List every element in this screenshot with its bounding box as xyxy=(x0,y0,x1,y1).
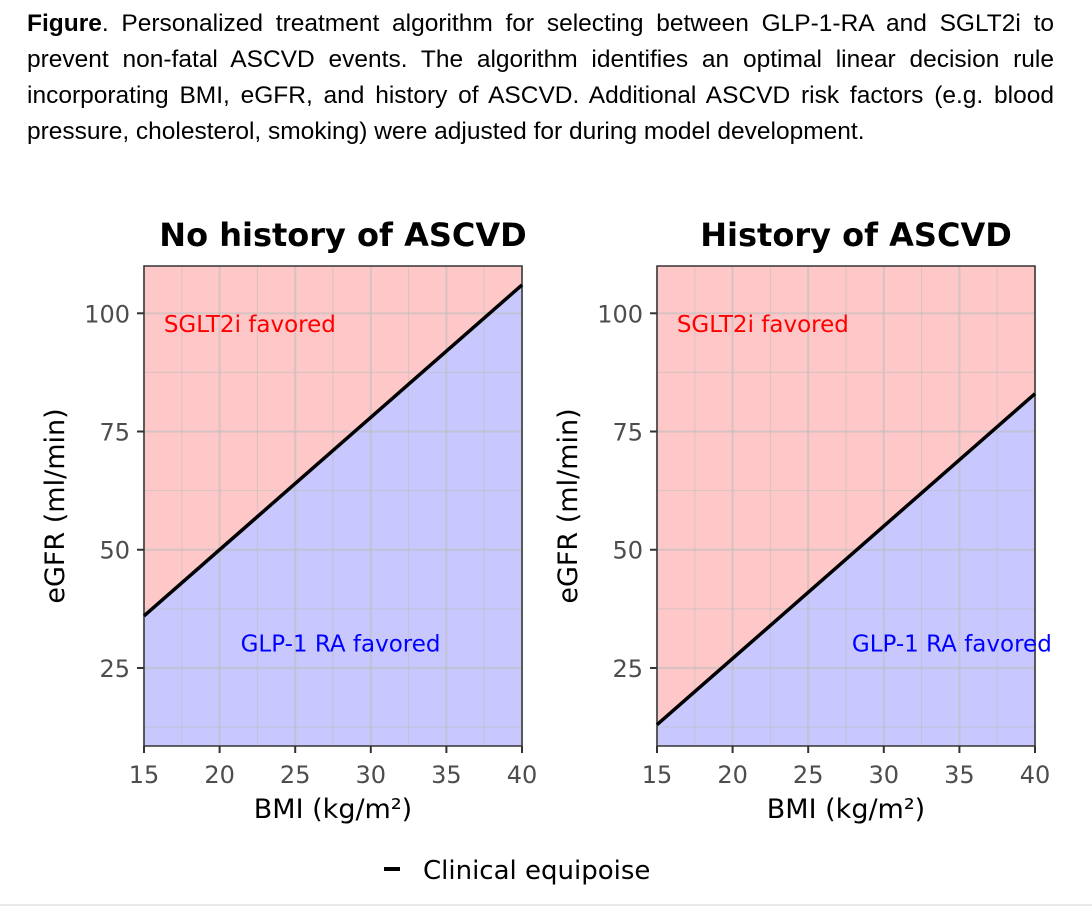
figure-caption: Figure. Personalized treatment algorithm… xyxy=(27,6,1054,150)
clinical-equipoise-line xyxy=(142,283,524,618)
y-tick-label: 50 xyxy=(612,537,643,565)
glp1-favored-label: GLP-1 RA favored xyxy=(241,631,441,657)
caption-text: . Personalized treatment algorithm for s… xyxy=(27,10,1054,145)
panel-title: History of ASCVD xyxy=(700,216,1012,254)
sglt2i-favored-label: SGLT2i favored xyxy=(164,312,336,338)
x-tick-label: 25 xyxy=(280,761,311,789)
glp1-favored-label: GLP-1 RA favored xyxy=(852,631,1052,657)
panel-title: No history of ASCVD xyxy=(159,216,526,254)
y-tick-label: 50 xyxy=(99,537,130,565)
x-axis-title: BMI (kg/m²) xyxy=(767,794,925,825)
x-tick-label: 15 xyxy=(129,761,160,789)
x-tick-label: 20 xyxy=(204,761,235,789)
x-tick-label: 35 xyxy=(431,761,462,789)
x-tick-label: 35 xyxy=(944,761,975,789)
x-tick-label: 25 xyxy=(793,761,824,789)
y-axis-title: eGFR (ml/min) xyxy=(40,408,71,603)
x-tick-label: 30 xyxy=(869,761,900,789)
x-tick-label: 40 xyxy=(1020,761,1051,789)
sglt2i-favored-label: SGLT2i favored xyxy=(677,312,849,338)
y-axis-title: eGFR (ml/min) xyxy=(553,408,584,603)
panel-border xyxy=(143,265,523,747)
panel-border xyxy=(656,265,1036,747)
clinical-equipoise-line xyxy=(655,392,1037,727)
x-axis-title: BMI (kg/m²) xyxy=(254,794,412,825)
y-tick-label: 75 xyxy=(99,419,130,447)
x-tick-label: 15 xyxy=(642,761,673,789)
y-tick-label: 100 xyxy=(597,300,643,328)
y-tick-label: 25 xyxy=(99,655,130,683)
x-tick-label: 40 xyxy=(507,761,538,789)
caption-bold-prefix: Figure xyxy=(27,10,102,37)
y-tick-label: 100 xyxy=(84,300,130,328)
x-tick-label: 30 xyxy=(356,761,387,789)
x-tick-label: 20 xyxy=(717,761,748,789)
y-tick-label: 75 xyxy=(612,419,643,447)
legend-label: Clinical equipoise xyxy=(423,856,650,886)
y-tick-label: 25 xyxy=(612,655,643,683)
